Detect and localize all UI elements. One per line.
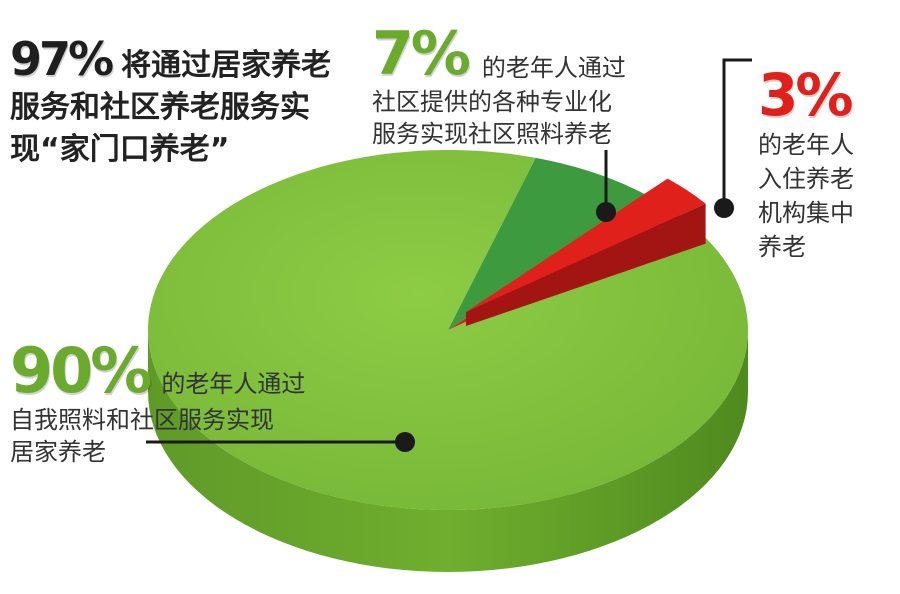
headline-block: 97% 将通过居家养老 服务和社区养老服务实 现“家门口养老” <box>10 32 370 171</box>
leader-90-dot <box>395 432 415 452</box>
slice-desc-7-line-1: 的老年人通过 <box>481 54 626 82</box>
headline-line-3: 现“家门口养老” <box>10 132 230 167</box>
slice-desc-3-line-2: 入住养老 <box>758 165 854 193</box>
pie-slice-3-raised <box>466 178 706 312</box>
slice-label-7: 7% 的老年人通过 社区提供的各种专业化 服务实现社区照料养老 <box>372 22 652 150</box>
headline-line-2: 服务和社区养老服务实 <box>10 90 310 125</box>
headline-line-1: 将通过居家养老 <box>121 48 332 83</box>
slice-label-90: 90% 的老年人通过 自我照料和社区服务实现 居家养老 <box>10 338 340 468</box>
slice-desc-90-line-2: 自我照料和社区服务实现 <box>10 406 274 434</box>
headline-percent: 97% <box>10 32 114 86</box>
pie-slice-7 <box>448 157 650 330</box>
slice-desc-3-line-3: 机构集中 <box>758 199 854 227</box>
slice-percent-3: 3% <box>758 61 853 129</box>
pie-side-band <box>148 330 748 572</box>
leader-7-dot <box>596 202 616 222</box>
leader-3-line <box>722 58 752 208</box>
slice-desc-90-line-1: 的老年人通过 <box>161 370 306 398</box>
slice-desc-90-line-3: 居家养老 <box>10 438 106 466</box>
slice-percent-90: 90% <box>10 334 152 407</box>
slice-desc-7-line-3: 服务实现社区照料养老 <box>372 120 612 148</box>
pie-slice-3-side <box>466 203 706 326</box>
slice-percent-7: 7% <box>372 19 471 89</box>
leader-3-dot <box>714 198 734 218</box>
slice-desc-3-line-4: 养老 <box>758 233 806 261</box>
slice-desc-3-line-1: 的老年人 <box>758 131 854 159</box>
pie-side <box>148 330 748 572</box>
slice-desc-7-line-2: 社区提供的各种专业化 <box>372 88 612 116</box>
leader-lines <box>146 58 752 452</box>
pie-top <box>148 150 748 510</box>
slice-label-3: 3% 的老年人 入住养老 机构集中 养老 <box>758 62 898 264</box>
